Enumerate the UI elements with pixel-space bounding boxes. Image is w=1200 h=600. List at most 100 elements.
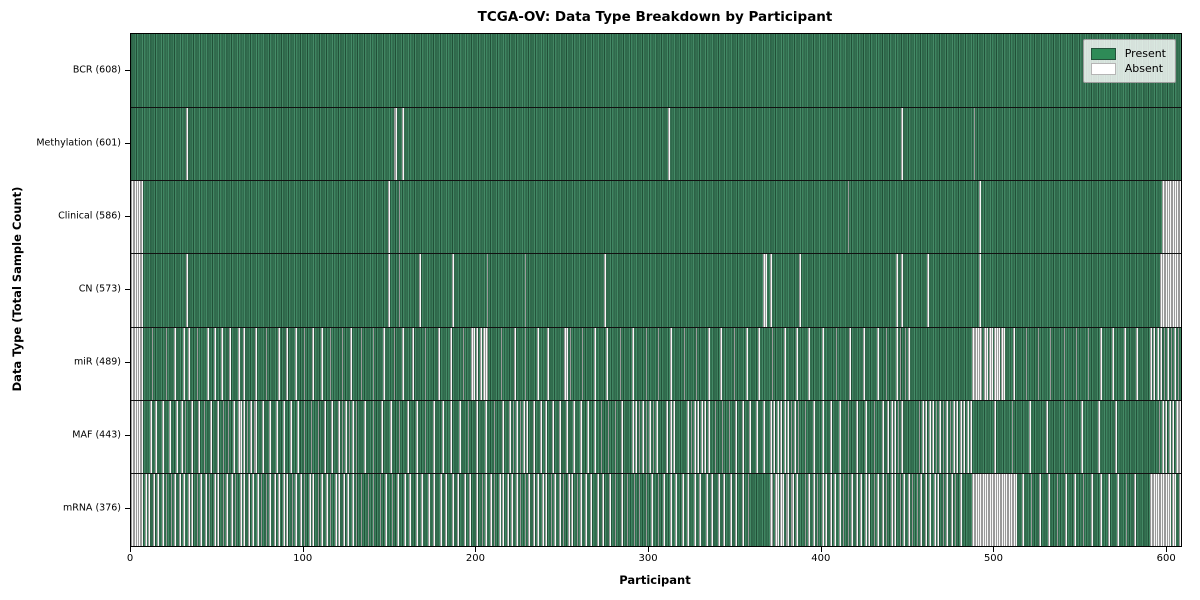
absent-cell bbox=[825, 473, 827, 546]
absent-cell bbox=[1160, 327, 1162, 400]
absent-cell bbox=[1048, 473, 1050, 546]
absent-cell bbox=[445, 473, 448, 546]
y-tick-label-mrna: mRNA (376) bbox=[62, 502, 121, 514]
absent-cell bbox=[419, 254, 422, 327]
absent-cell bbox=[317, 400, 320, 473]
absent-cell bbox=[200, 473, 202, 546]
absent-cell bbox=[804, 400, 807, 473]
absent-cell bbox=[699, 473, 701, 546]
absent-cell bbox=[1080, 400, 1083, 473]
x-tick-label-100: 100 bbox=[293, 553, 313, 564]
absent-cell bbox=[137, 181, 140, 254]
x-tick-mark bbox=[820, 547, 822, 552]
absent-cell bbox=[134, 181, 137, 254]
absent-cell bbox=[1098, 400, 1100, 473]
absent-cell bbox=[282, 473, 285, 546]
y-tick-mark bbox=[125, 69, 130, 71]
absent-cell bbox=[536, 327, 539, 400]
y-tick-label-mir: miR (489) bbox=[73, 356, 121, 368]
absent-cell bbox=[131, 400, 133, 473]
absent-cell bbox=[656, 400, 658, 473]
absent-cell bbox=[839, 400, 841, 473]
absent-cell bbox=[799, 254, 802, 327]
absent-cell bbox=[652, 400, 655, 473]
absent-cell bbox=[1075, 327, 1078, 400]
absent-cell bbox=[1011, 400, 1014, 473]
absent-cell bbox=[326, 473, 328, 546]
absent-cell bbox=[1008, 473, 1011, 546]
legend-entry-present: Present bbox=[1090, 47, 1166, 60]
absent-cell bbox=[364, 400, 366, 473]
absent-cell bbox=[899, 473, 902, 546]
absent-cell bbox=[747, 473, 750, 546]
absent-cell bbox=[978, 327, 981, 400]
absent-cell bbox=[186, 254, 188, 327]
absent-cell bbox=[536, 473, 539, 546]
absent-cell bbox=[780, 473, 783, 546]
absent-cell bbox=[134, 254, 137, 327]
absent-cell bbox=[687, 400, 689, 473]
plot-area: Present Absent bbox=[130, 33, 1182, 547]
absent-cell bbox=[1099, 327, 1102, 400]
absent-cell bbox=[485, 400, 487, 473]
absent-cell bbox=[951, 473, 954, 546]
absent-cell bbox=[320, 327, 323, 400]
absent-cell bbox=[908, 473, 910, 546]
legend: Present Absent bbox=[1082, 39, 1176, 83]
absent-cell bbox=[745, 327, 748, 400]
absent-cell bbox=[156, 473, 159, 546]
absent-cell bbox=[901, 108, 903, 181]
absent-cell bbox=[899, 327, 902, 400]
absent-cell bbox=[706, 473, 708, 546]
absent-cell bbox=[510, 473, 513, 546]
absent-cell bbox=[566, 327, 568, 400]
absent-cell bbox=[438, 327, 441, 400]
absent-cell bbox=[718, 473, 720, 546]
absent-cell bbox=[179, 473, 182, 546]
absent-cell bbox=[440, 473, 442, 546]
absent-cell bbox=[816, 473, 819, 546]
absent-cell bbox=[136, 327, 138, 400]
absent-cell bbox=[402, 327, 404, 400]
absent-cell bbox=[295, 473, 297, 546]
x-tick-label-400: 400 bbox=[811, 553, 831, 564]
absent-cell bbox=[493, 473, 496, 546]
absent-cell bbox=[1168, 254, 1171, 327]
absent-cell bbox=[882, 473, 884, 546]
absent-cell bbox=[136, 400, 138, 473]
absent-cell bbox=[131, 254, 133, 327]
absent-cell bbox=[896, 327, 898, 400]
absent-cell bbox=[148, 473, 150, 546]
absent-cell bbox=[821, 327, 824, 400]
absent-cell bbox=[243, 327, 245, 400]
absent-cell bbox=[614, 473, 617, 546]
absent-cell bbox=[782, 473, 784, 546]
absent-cell bbox=[500, 327, 503, 400]
absent-cell bbox=[512, 400, 515, 473]
absent-cell bbox=[769, 400, 772, 473]
absent-cell bbox=[1155, 473, 1157, 546]
absent-cell bbox=[196, 473, 199, 546]
absent-cell bbox=[1175, 400, 1178, 473]
absent-cell bbox=[704, 400, 707, 473]
absent-cell bbox=[255, 327, 258, 400]
absent-cell bbox=[372, 473, 375, 546]
absent-cell bbox=[452, 473, 454, 546]
absent-cell bbox=[851, 473, 853, 546]
heatmap-row-bcr bbox=[131, 34, 1181, 108]
x-tick-mark bbox=[648, 547, 650, 552]
absent-cell bbox=[887, 400, 890, 473]
absent-cell bbox=[972, 473, 974, 546]
heatmap-row-maf bbox=[131, 399, 1181, 473]
absent-cell bbox=[139, 473, 142, 546]
absent-cell bbox=[835, 327, 838, 400]
absent-cell bbox=[324, 400, 327, 473]
absent-cell bbox=[1117, 473, 1119, 546]
absent-cell bbox=[187, 473, 190, 546]
absent-cell bbox=[310, 400, 313, 473]
absent-cell bbox=[1179, 473, 1181, 546]
absent-cell bbox=[206, 327, 209, 400]
absent-cell bbox=[227, 400, 230, 473]
absent-cell bbox=[571, 473, 574, 546]
x-tick-mark bbox=[302, 547, 304, 552]
